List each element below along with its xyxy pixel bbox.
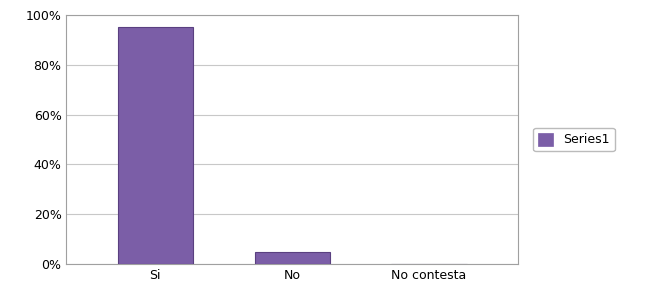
Bar [118, 28, 193, 264]
Bar [254, 251, 330, 264]
Legend: Series1: Series1 [533, 128, 615, 151]
